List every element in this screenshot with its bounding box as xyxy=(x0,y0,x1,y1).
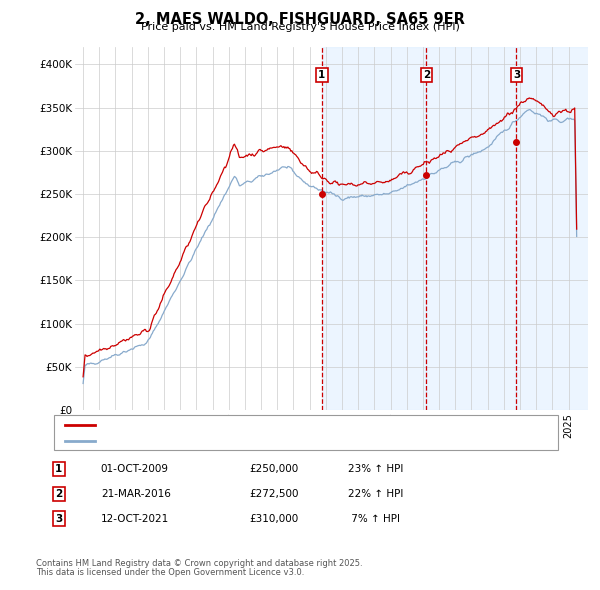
Text: £272,500: £272,500 xyxy=(249,489,299,499)
Text: 2: 2 xyxy=(55,489,62,499)
Text: 3: 3 xyxy=(55,514,62,523)
Bar xyxy=(322,47,427,410)
Text: 23% ↑ HPI: 23% ↑ HPI xyxy=(348,464,403,474)
Bar xyxy=(427,47,517,410)
Text: This data is licensed under the Open Government Licence v3.0.: This data is licensed under the Open Gov… xyxy=(36,568,304,577)
Text: £250,000: £250,000 xyxy=(249,464,298,474)
Text: 2, MAES WALDO, FISHGUARD, SA65 9ER (detached house): 2, MAES WALDO, FISHGUARD, SA65 9ER (deta… xyxy=(102,421,406,430)
Text: 1: 1 xyxy=(55,464,62,474)
Text: 1: 1 xyxy=(318,70,325,80)
Text: Price paid vs. HM Land Registry's House Price Index (HPI): Price paid vs. HM Land Registry's House … xyxy=(140,22,460,32)
Text: 22% ↑ HPI: 22% ↑ HPI xyxy=(348,489,403,499)
Text: 2: 2 xyxy=(423,70,430,80)
Text: HPI: Average price, detached house, Pembrokeshire: HPI: Average price, detached house, Pemb… xyxy=(102,436,372,445)
Text: 01-OCT-2009: 01-OCT-2009 xyxy=(101,464,169,474)
Text: £310,000: £310,000 xyxy=(249,514,298,523)
Bar xyxy=(517,47,593,410)
Text: 3: 3 xyxy=(513,70,520,80)
Text: 21-MAR-2016: 21-MAR-2016 xyxy=(101,489,170,499)
Text: 7% ↑ HPI: 7% ↑ HPI xyxy=(348,514,400,523)
Text: 12-OCT-2021: 12-OCT-2021 xyxy=(101,514,169,523)
Text: 2, MAES WALDO, FISHGUARD, SA65 9ER: 2, MAES WALDO, FISHGUARD, SA65 9ER xyxy=(135,12,465,27)
Text: Contains HM Land Registry data © Crown copyright and database right 2025.: Contains HM Land Registry data © Crown c… xyxy=(36,559,362,568)
